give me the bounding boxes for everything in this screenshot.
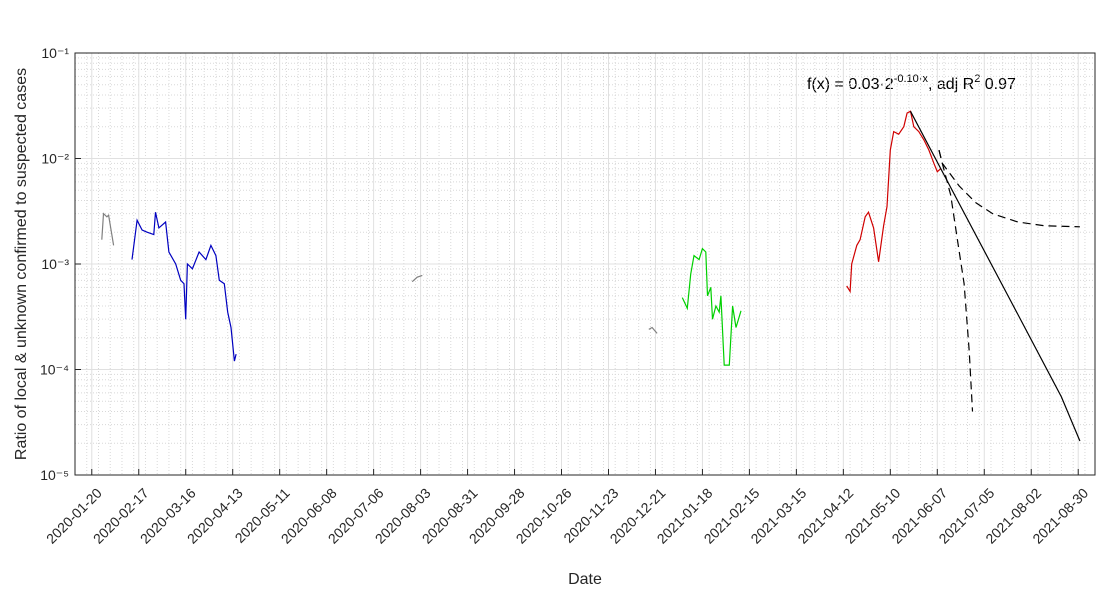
- annotation-part: 2: [974, 73, 980, 85]
- annotation-part: f(x) = 0.03·2: [807, 76, 894, 93]
- series-line: [411, 274, 423, 283]
- y-tick-label: 10⁻⁵: [40, 467, 69, 483]
- annotation-part: 0.97: [980, 76, 1016, 93]
- series-line: [846, 110, 942, 294]
- y-tick-label: 10⁻¹: [41, 45, 69, 61]
- series-line: [938, 149, 1080, 228]
- annotation-part: -0.10·x: [894, 73, 929, 85]
- series-line: [681, 247, 742, 366]
- plot-frame: [74, 52, 1096, 476]
- series-line: [131, 212, 237, 362]
- series-line: [938, 149, 974, 412]
- y-tick-label: 10⁻³: [41, 256, 69, 272]
- y-tick-label: 10⁻⁴: [40, 362, 69, 378]
- series-line: [909, 111, 1081, 442]
- series-line: [101, 212, 115, 246]
- y-tick-label: 10⁻²: [41, 151, 69, 167]
- y-axis-label: Ratio of local & unknown confirmed to su…: [13, 68, 30, 460]
- x-axis-label: Date: [568, 571, 602, 588]
- annotation: f(x) = 0.03·2-0.10·x, adj R2 0.97: [807, 73, 1016, 93]
- series-line: [648, 326, 658, 334]
